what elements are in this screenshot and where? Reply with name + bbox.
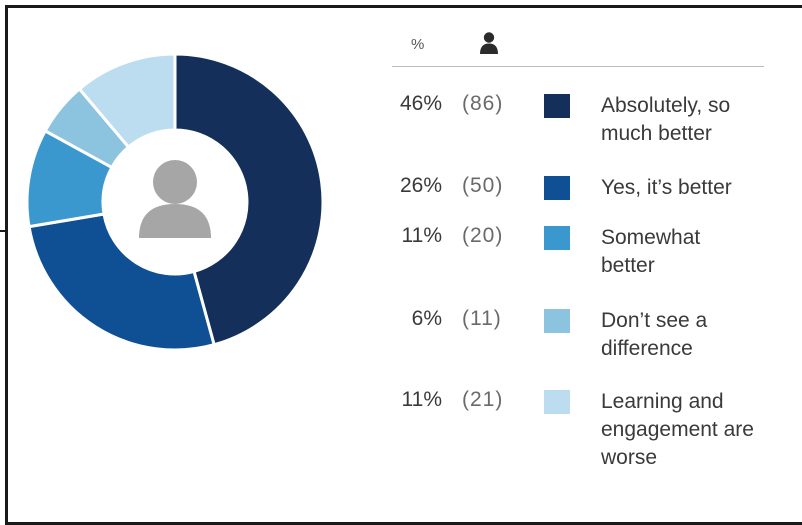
legend-label: Don’t see a difference	[601, 309, 708, 360]
legend-label: Absolutely, so much better	[601, 94, 731, 145]
legend-label: Somewhat better	[601, 226, 701, 277]
legend-percent: 26%	[399, 174, 442, 197]
connector-line	[0, 230, 8, 232]
legend-swatch	[544, 226, 570, 250]
legend-percent: 11%	[401, 388, 442, 411]
legend-swatch	[544, 176, 570, 200]
legend-swatch	[544, 309, 570, 333]
legend-swatch	[544, 94, 570, 118]
donut-slice	[173, 52, 325, 347]
legend-percent: 6%	[411, 307, 442, 330]
donut-slice	[27, 212, 216, 352]
legend-count: (11)	[462, 307, 502, 330]
person-icon	[480, 32, 498, 54]
legend-count: (86)	[462, 92, 504, 115]
legend-count: (50)	[462, 174, 504, 197]
legend-percent: 46%	[399, 92, 442, 115]
legend-percent: 11%	[401, 224, 442, 247]
person-icon	[139, 160, 211, 238]
legend-label: Learning and engagement are worse	[601, 390, 754, 469]
percent-column-header: %	[411, 36, 425, 53]
legend-count: (20)	[462, 224, 504, 247]
donut-chart	[25, 52, 325, 352]
donut-slice	[77, 52, 177, 150]
legend-swatch	[544, 390, 570, 414]
legend-count: (21)	[462, 388, 504, 411]
legend-label: Yes, it’s better	[601, 176, 732, 199]
legend-header: %	[392, 28, 764, 67]
